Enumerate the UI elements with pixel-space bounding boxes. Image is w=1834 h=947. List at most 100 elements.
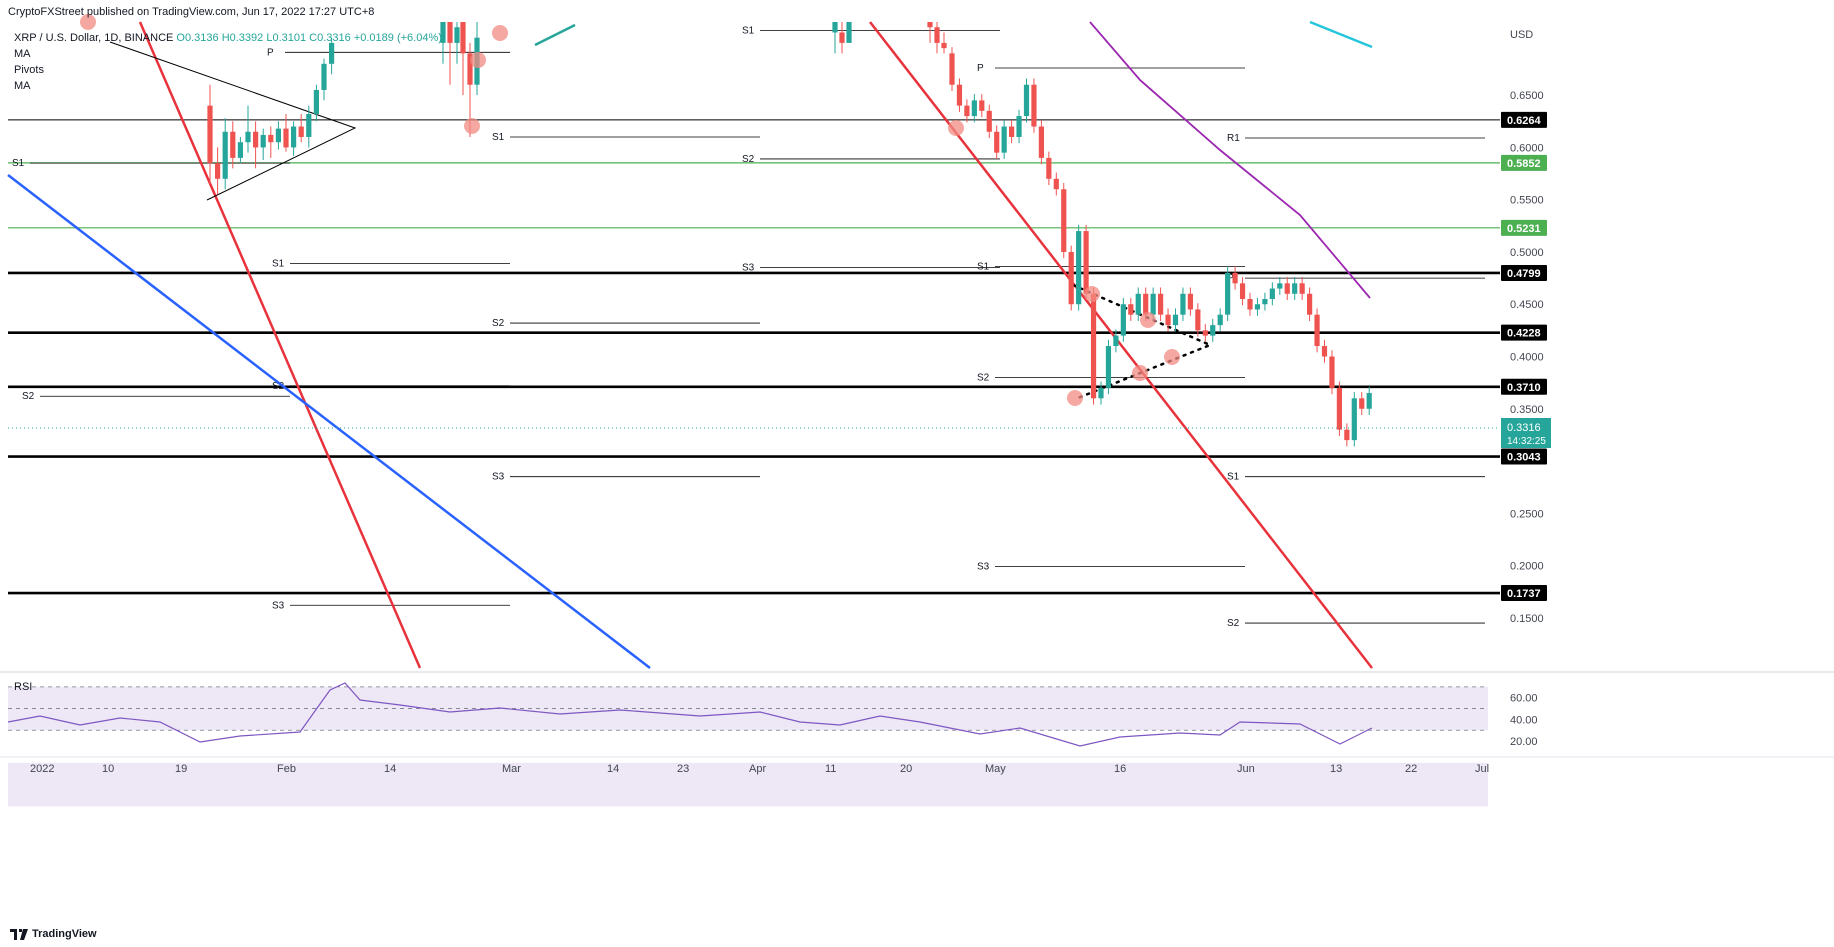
pivot-label: S3: [492, 472, 505, 483]
x-tick-label: 20: [900, 763, 912, 775]
level-label: 0.6264: [1507, 115, 1542, 127]
footer-brand-label: TradingView: [32, 928, 97, 940]
may-candle-body: [1210, 325, 1216, 336]
study-ma-2[interactable]: MA: [14, 80, 31, 92]
level-label: 0.3710: [1507, 382, 1541, 394]
rsi-band: [8, 762, 1488, 807]
candle-body: [268, 134, 274, 143]
may-candle-body: [1120, 304, 1126, 336]
level-badge: [1501, 219, 1547, 236]
may-candle-body: [1329, 356, 1335, 388]
may-candle-body: [1366, 393, 1372, 409]
pivot-label: S1: [272, 258, 285, 269]
low-value: L0.3101: [266, 32, 307, 44]
may-candle-body: [1351, 398, 1357, 441]
candle-body: [298, 126, 304, 137]
dotted-wedge: [1071, 283, 1214, 400]
highlight-marker: [492, 25, 508, 41]
teal-channel-line: [534, 23, 576, 47]
pivot-label: S1: [977, 262, 990, 273]
level-label: 0.4228: [1507, 328, 1541, 340]
y-tick-label: 0.2000: [1510, 561, 1544, 573]
rsi-label: RSI: [14, 681, 32, 693]
may-candle-body: [1336, 387, 1342, 430]
x-tick-label: Feb: [277, 763, 296, 775]
y-tick-label: 0.2500: [1510, 508, 1544, 520]
may-candle-body: [1165, 314, 1171, 326]
pivot-label: S2: [1227, 618, 1240, 629]
pivot-label: S3: [272, 600, 285, 611]
may-candle-body: [1247, 299, 1253, 310]
highlight-marker: [948, 120, 964, 136]
may-candle-body: [1202, 330, 1208, 336]
may-candle-body: [956, 84, 963, 106]
close-value: C0.3316: [309, 32, 351, 44]
x-tick-label: Jul: [1475, 763, 1489, 775]
x-tick-label: Mar: [502, 763, 521, 775]
x-tick-label: 10: [102, 763, 114, 775]
may-candle-body: [1009, 126, 1015, 137]
level-badge: [1501, 324, 1547, 341]
change-value: +0.0189 (+6.04%): [353, 32, 442, 44]
level-badge: [1501, 378, 1547, 395]
teal-moving-average: [1309, 20, 1373, 49]
x-tick-label: May: [985, 763, 1006, 775]
candle-body: [215, 163, 221, 179]
blue-trendline: [7, 174, 651, 669]
may-candle-body: [1083, 231, 1089, 294]
rsi-line: [7, 682, 1373, 747]
x-tick-label: Jun: [1237, 763, 1255, 775]
pivot-label: S1: [742, 25, 755, 36]
may-candle-body: [1254, 304, 1261, 310]
rsi-tick-label: 40.00: [1510, 714, 1538, 726]
level-label: 0.5231: [1507, 223, 1541, 235]
x-tick-label: 14: [384, 763, 396, 775]
feb-candle-body: [440, 22, 446, 43]
may-candle-body: [1068, 251, 1074, 305]
pivot-label: S1: [1227, 472, 1240, 483]
may-candle-body: [1239, 283, 1246, 300]
study-ma-1[interactable]: MA: [14, 48, 31, 60]
red-trendline-2: [869, 21, 1373, 669]
footer-brand[interactable]: TradingView: [10, 928, 97, 940]
study-pivots[interactable]: Pivots: [14, 64, 44, 76]
may-candle-body: [1128, 304, 1134, 315]
level-badge: [1501, 154, 1547, 171]
candle-body: [275, 128, 281, 143]
highlight-marker: [1084, 286, 1100, 302]
pivot-label: S2: [742, 154, 755, 165]
feb-candle-body: [447, 22, 453, 43]
may-candle-body: [1172, 314, 1179, 326]
level-badge: [1501, 111, 1547, 128]
highlight-marker: [1067, 390, 1083, 406]
may-candle-body: [1046, 157, 1052, 179]
may-candle-body: [1314, 314, 1320, 347]
y-tick-label: 0.5000: [1510, 247, 1544, 259]
level-badge: [1501, 264, 1547, 281]
x-tick-label: 14: [607, 763, 619, 775]
may-candle-body: [949, 53, 955, 85]
may-candle-body: [1284, 283, 1290, 294]
candle-body: [306, 113, 312, 137]
pivot-label: S1: [12, 158, 25, 169]
may-candle-body: [1299, 283, 1305, 294]
candle-body: [321, 63, 327, 90]
may-candle-body: [1292, 283, 1298, 294]
x-tick-label: 19: [175, 763, 187, 775]
x-tick-label: 13: [1330, 763, 1342, 775]
highlight-marker: [1132, 365, 1148, 381]
y-tick-label: 0.3500: [1510, 404, 1544, 416]
x-tick-label: 16: [1114, 763, 1126, 775]
pivot-label: S3: [742, 263, 755, 274]
level-badge: [1501, 448, 1547, 465]
may-candle-body: [1031, 84, 1037, 127]
pivot-label: S2: [492, 318, 505, 329]
may-candle-body: [1135, 293, 1141, 315]
candle-body: [245, 131, 251, 143]
chart-legend: XRP / U.S. Dollar, 1D, BINANCE O0.3136 H…: [14, 30, 442, 94]
may-candle-body: [1321, 346, 1328, 357]
last-price-label: 0.3316: [1507, 422, 1541, 434]
high-value: H0.3392: [221, 32, 264, 44]
level-label: 0.3043: [1507, 452, 1541, 464]
